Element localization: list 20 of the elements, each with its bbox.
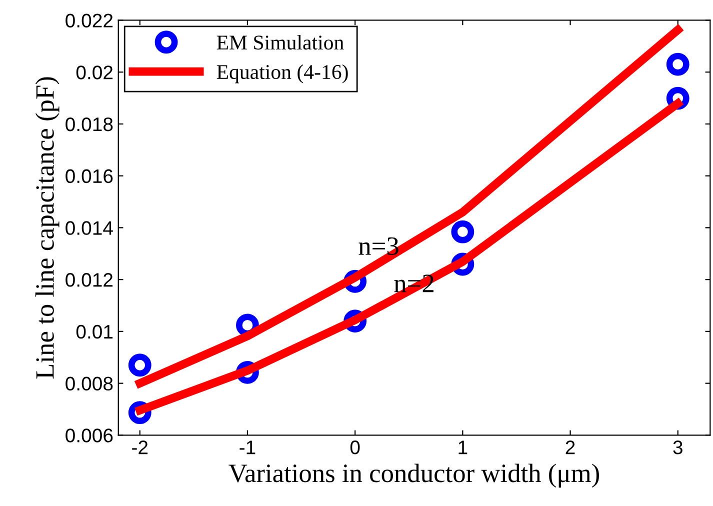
x-tick-label: 0 — [350, 440, 360, 454]
y-tick-label: 0.01 — [76, 324, 113, 339]
x-tick-label: 3 — [673, 440, 682, 454]
legend-label: Equation (4-16) — [216, 64, 348, 84]
legend-label: EM Simulation — [216, 34, 344, 50]
x-tick-label: 1 — [458, 440, 468, 454]
y-tick-label: 0.022 — [66, 14, 113, 28]
y-tick-label: 0.018 — [66, 117, 113, 132]
y-tick-label: 0.016 — [66, 169, 113, 184]
x-tick-label: -1 — [240, 440, 256, 454]
y-tick-label: 0.006 — [66, 428, 113, 442]
x-tick-label: 2 — [566, 440, 575, 454]
x-tick-label: -2 — [132, 440, 148, 454]
y-tick-label: 0.014 — [66, 221, 113, 235]
x-axis-title: Variations in conductor width (μm) — [228, 464, 599, 488]
y-tick-label: 0.008 — [66, 376, 113, 391]
y-tick-label: 0.012 — [66, 273, 113, 287]
y-axis-title: Line to line capacitance (pF) — [35, 77, 60, 379]
annotation: n=3 — [358, 237, 398, 256]
y-tick-label: 0.02 — [76, 66, 113, 80]
